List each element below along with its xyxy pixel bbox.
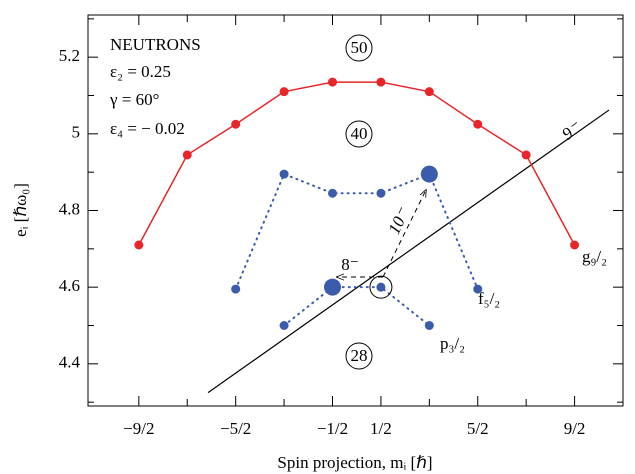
y-tick-label: 4.6 xyxy=(59,276,80,295)
shell-number: 40 xyxy=(351,124,368,143)
y-tick-label: 4.4 xyxy=(59,353,81,372)
data-point xyxy=(324,278,342,296)
transition-arrow xyxy=(382,190,426,278)
data-point xyxy=(473,119,483,129)
shell-circle xyxy=(345,120,373,148)
data-point xyxy=(376,282,386,292)
data-point xyxy=(570,240,580,250)
data-point xyxy=(521,150,531,160)
y-axis-label: eᵢ [ℏω₀] xyxy=(11,183,30,237)
data-point xyxy=(231,284,241,294)
x-tick-label: −5/2 xyxy=(220,419,251,438)
transition-label: 8⁻ xyxy=(341,255,358,274)
point-circle xyxy=(369,275,393,299)
data-point xyxy=(279,169,289,179)
reference-line xyxy=(207,109,610,394)
series-label: g₉/₂ xyxy=(582,247,607,266)
shell-circle xyxy=(345,34,373,62)
y-tick-label: 5 xyxy=(72,123,81,142)
data-point xyxy=(473,284,483,294)
data-point xyxy=(424,87,434,97)
transition-label: 10⁻ xyxy=(384,204,413,237)
shell-number: 28 xyxy=(351,346,368,365)
data-point xyxy=(328,188,338,198)
annotation: NEUTRONS xyxy=(110,35,201,54)
data-point xyxy=(376,77,386,87)
data-point xyxy=(328,77,338,87)
data-point xyxy=(279,321,289,330)
data-point xyxy=(231,119,241,129)
series-label: f₅/₂ xyxy=(478,289,500,308)
annotation: γ = 60° xyxy=(109,90,159,109)
y-tick-label: 4.8 xyxy=(59,199,80,218)
data-point xyxy=(376,188,386,198)
series-line xyxy=(234,172,479,291)
x-tick-label: −1/2 xyxy=(317,419,348,438)
y-tick-label: 5.2 xyxy=(59,46,80,65)
shell-circle xyxy=(345,342,373,370)
x-tick-label: 5/2 xyxy=(467,419,489,438)
annotation: ε₄ = − 0.02 xyxy=(110,119,185,138)
shell-number: 50 xyxy=(351,38,368,57)
data-point xyxy=(279,87,289,97)
series-label: p₃/₂ xyxy=(440,334,465,353)
annotation: ε₂ = 0.25 xyxy=(110,62,171,81)
series-line xyxy=(138,81,576,246)
x-tick-label: −9/2 xyxy=(123,419,154,438)
series-line xyxy=(283,286,431,327)
data-point xyxy=(424,321,434,330)
data-point xyxy=(134,240,144,250)
x-axis-label: Spin projection, mᵢ [ℏ] xyxy=(277,453,432,472)
reference-label: 9⁻ xyxy=(558,117,585,144)
x-tick-label: 9/2 xyxy=(564,419,586,438)
data-point xyxy=(420,165,438,183)
data-point xyxy=(182,150,192,160)
x-tick-label: 1/2 xyxy=(370,419,392,438)
